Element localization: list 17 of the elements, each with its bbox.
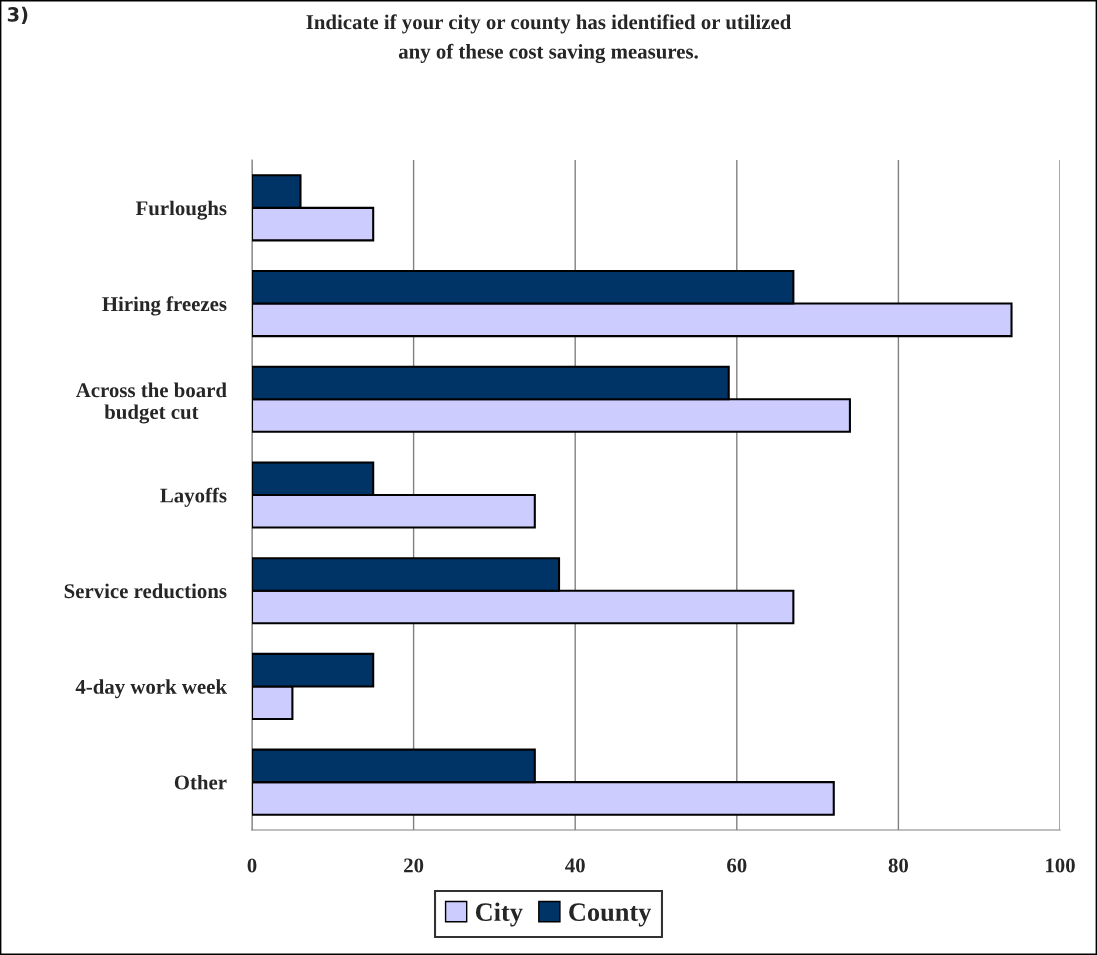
x-tick-label: 0 — [247, 858, 257, 873]
chart-title: Indicate if your city or county has identified or utilized any of these cost saving measures. — [306, 14, 792, 64]
legend-label: City — [475, 902, 523, 927]
y-tick-label: Across the board budget cut — [75, 382, 227, 424]
x-tick-label: 20 — [404, 858, 424, 873]
y-tick-label: Hiring freezes — [102, 296, 227, 316]
y-tick-label: Furloughs — [135, 200, 227, 220]
text: 3) — [7, 6, 28, 25]
legend-label: County — [569, 903, 652, 927]
x-tick-label: 60 — [727, 858, 747, 873]
y-tick-label: Other — [174, 774, 227, 790]
y-tick-label: 4-day work week — [75, 679, 227, 699]
y-tick-label: Service reductions — [64, 583, 227, 599]
x-tick-label: 80 — [888, 858, 909, 873]
x-tick-label: 40 — [565, 858, 585, 873]
x-tick-label: 100 — [1046, 858, 1075, 873]
y-tick-label: Layoffs — [160, 487, 227, 507]
